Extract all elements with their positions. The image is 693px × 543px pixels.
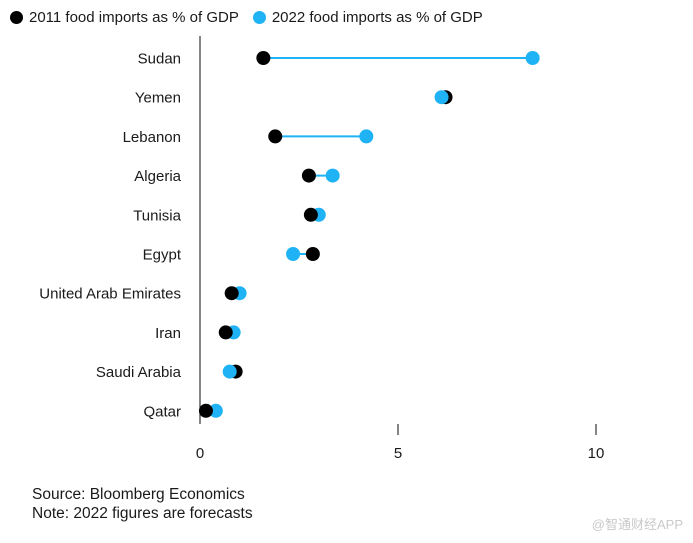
category-label-tunisia: Tunisia <box>133 207 181 224</box>
point-2011-lebanon <box>268 129 283 144</box>
category-label-yemen: Yemen <box>135 90 181 107</box>
point-2022-saudi-arabia <box>222 364 237 379</box>
dumbbell-chart: 0 5 10 Sudan Yemen Lebanon Algeria Tunisia Egypt… <box>39 36 605 462</box>
point-2011-egypt <box>305 247 320 261</box>
category-label-lebanon: Lebanon <box>123 129 181 146</box>
category-label-algeria: Algeria <box>134 168 181 185</box>
category-label-united-arab-emirates: United Arab Emirates <box>39 286 181 303</box>
category-label-egypt: Egypt <box>143 247 182 264</box>
x-tick-label-0: 0 <box>196 445 204 462</box>
legend-dot-2011 <box>10 11 23 24</box>
legend-label-2022: 2022 food imports as % of GDP <box>271 9 483 26</box>
point-2011-united-arab-emirates <box>224 286 239 301</box>
legend-item-2022: 2022 food imports as % of GDP <box>252 9 483 26</box>
x-tick-label-10: 10 <box>588 445 605 462</box>
forecast-note: Note: 2022 figures are forecasts <box>32 505 253 522</box>
legend-dot-2022 <box>252 11 266 24</box>
point-2011-sudan <box>256 51 271 65</box>
point-2022-qatar <box>208 403 223 418</box>
watermark: @智通财经APP <box>591 517 683 532</box>
point-2022-algeria <box>325 168 340 183</box>
point-2011-algeria <box>301 168 316 183</box>
point-2011-qatar <box>198 403 213 418</box>
category-label-sudan: Sudan <box>138 51 181 68</box>
legend: 2011 food imports as % of GDP 2022 food … <box>10 9 497 26</box>
point-2022-yemen <box>434 90 449 105</box>
point-2022-sudan <box>525 51 540 65</box>
point-2022-lebanon <box>359 129 374 144</box>
legend-item-2011: 2011 food imports as % of GDP <box>10 9 239 26</box>
x-tick-label-5: 5 <box>394 445 402 462</box>
source-note: Source: Bloomberg Economics <box>32 486 245 503</box>
category-label-saudi-arabia: Saudi Arabia <box>96 364 182 381</box>
chart-footer: Source: Bloomberg Economics Note: 2022 f… <box>32 485 253 523</box>
point-2011-iran <box>218 325 233 340</box>
legend-label-2011: 2011 food imports as % of GDP <box>29 9 239 26</box>
point-2022-egypt <box>286 247 301 261</box>
point-2011-tunisia <box>303 207 318 222</box>
category-label-iran: Iran <box>155 325 181 342</box>
category-label-qatar: Qatar <box>143 403 181 420</box>
